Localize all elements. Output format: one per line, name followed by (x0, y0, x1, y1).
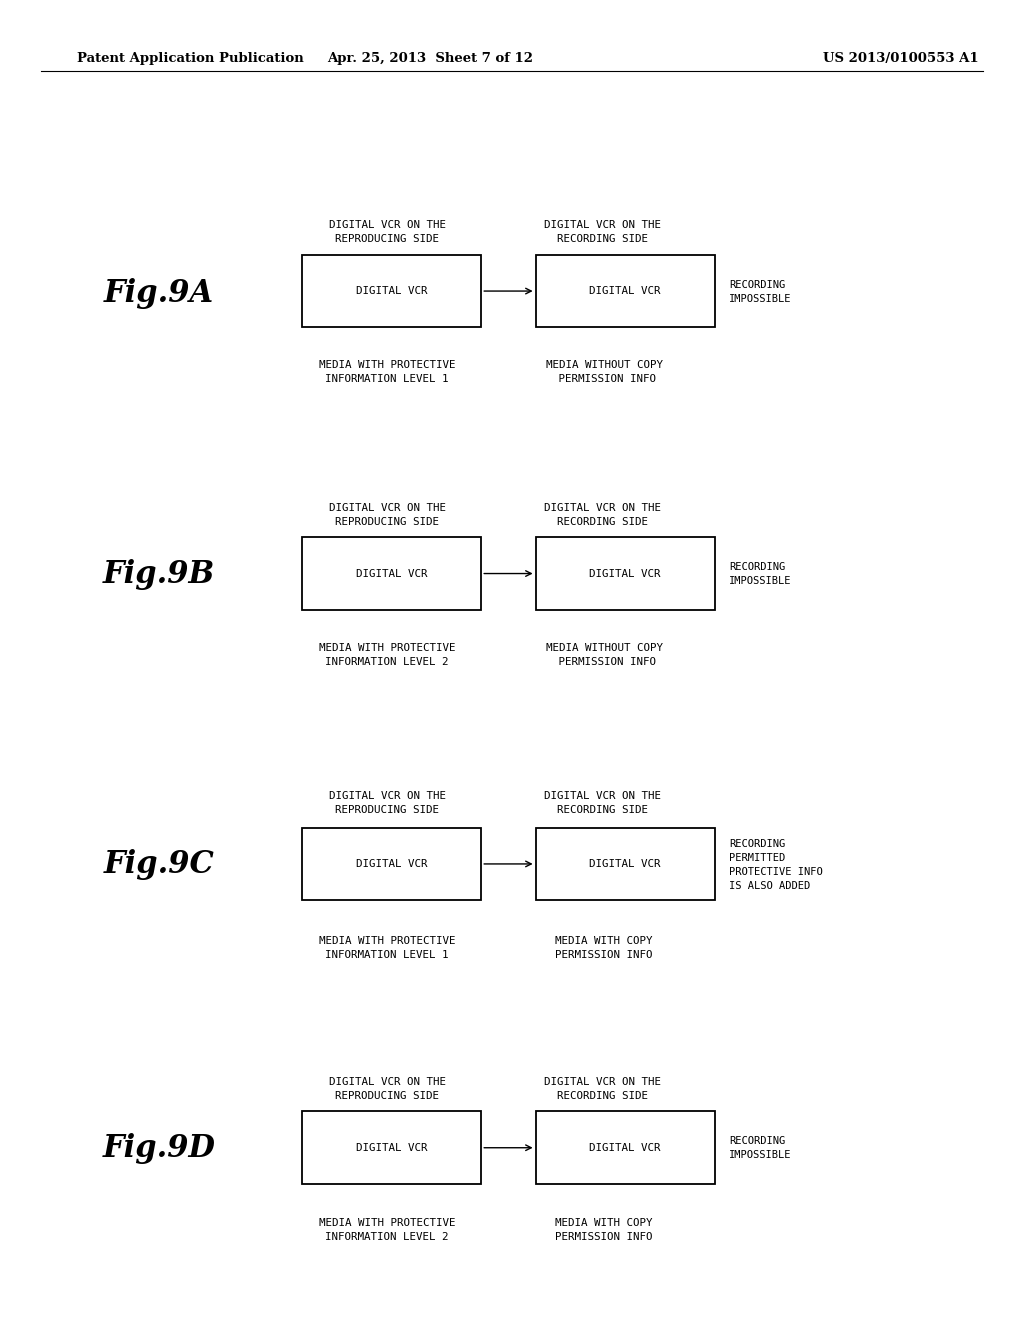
Text: DIGITAL VCR: DIGITAL VCR (356, 569, 427, 578)
Text: MEDIA WITHOUT COPY
 PERMISSION INFO: MEDIA WITHOUT COPY PERMISSION INFO (546, 360, 663, 384)
Text: DIGITAL VCR ON THE
RECORDING SIDE: DIGITAL VCR ON THE RECORDING SIDE (544, 1077, 660, 1101)
Bar (536, 1111, 715, 1184)
Text: MEDIA WITH COPY
PERMISSION INFO: MEDIA WITH COPY PERMISSION INFO (555, 936, 653, 960)
Text: DIGITAL VCR ON THE
REPRODUCING SIDE: DIGITAL VCR ON THE REPRODUCING SIDE (329, 503, 445, 527)
Text: MEDIA WITH PROTECTIVE
INFORMATION LEVEL 1: MEDIA WITH PROTECTIVE INFORMATION LEVEL … (318, 360, 456, 384)
Text: DIGITAL VCR ON THE
REPRODUCING SIDE: DIGITAL VCR ON THE REPRODUCING SIDE (329, 1077, 445, 1101)
Text: MEDIA WITH COPY
PERMISSION INFO: MEDIA WITH COPY PERMISSION INFO (555, 1218, 653, 1242)
Text: DIGITAL VCR: DIGITAL VCR (356, 286, 427, 296)
Bar (536, 828, 715, 900)
Text: DIGITAL VCR ON THE
RECORDING SIDE: DIGITAL VCR ON THE RECORDING SIDE (544, 503, 660, 527)
Text: US 2013/0100553 A1: US 2013/0100553 A1 (823, 51, 979, 65)
Text: DIGITAL VCR: DIGITAL VCR (590, 286, 660, 296)
Text: Apr. 25, 2013  Sheet 7 of 12: Apr. 25, 2013 Sheet 7 of 12 (327, 51, 534, 65)
Text: DIGITAL VCR: DIGITAL VCR (590, 1143, 660, 1152)
Text: Fig.9C: Fig.9C (103, 849, 214, 880)
Text: Patent Application Publication: Patent Application Publication (77, 51, 303, 65)
Bar (302, 828, 481, 900)
Text: DIGITAL VCR ON THE
RECORDING SIDE: DIGITAL VCR ON THE RECORDING SIDE (544, 220, 660, 244)
Text: Fig.9D: Fig.9D (102, 1133, 215, 1164)
Text: DIGITAL VCR: DIGITAL VCR (590, 569, 660, 578)
Bar (302, 537, 481, 610)
Bar (302, 1111, 481, 1184)
Text: DIGITAL VCR ON THE
REPRODUCING SIDE: DIGITAL VCR ON THE REPRODUCING SIDE (329, 220, 445, 244)
Text: DIGITAL VCR: DIGITAL VCR (356, 859, 427, 869)
Text: MEDIA WITH PROTECTIVE
INFORMATION LEVEL 1: MEDIA WITH PROTECTIVE INFORMATION LEVEL … (318, 936, 456, 960)
Bar (536, 537, 715, 610)
Text: MEDIA WITH PROTECTIVE
INFORMATION LEVEL 2: MEDIA WITH PROTECTIVE INFORMATION LEVEL … (318, 1218, 456, 1242)
Text: RECORDING
PERMITTED
PROTECTIVE INFO
IS ALSO ADDED: RECORDING PERMITTED PROTECTIVE INFO IS A… (729, 838, 823, 891)
Text: RECORDING
IMPOSSIBLE: RECORDING IMPOSSIBLE (729, 280, 792, 304)
Text: DIGITAL VCR ON THE
RECORDING SIDE: DIGITAL VCR ON THE RECORDING SIDE (544, 791, 660, 814)
Text: DIGITAL VCR: DIGITAL VCR (356, 1143, 427, 1152)
Text: RECORDING
IMPOSSIBLE: RECORDING IMPOSSIBLE (729, 562, 792, 586)
Bar (302, 255, 481, 327)
Text: DIGITAL VCR: DIGITAL VCR (590, 859, 660, 869)
Text: MEDIA WITHOUT COPY
 PERMISSION INFO: MEDIA WITHOUT COPY PERMISSION INFO (546, 643, 663, 667)
Text: MEDIA WITH PROTECTIVE
INFORMATION LEVEL 2: MEDIA WITH PROTECTIVE INFORMATION LEVEL … (318, 643, 456, 667)
Bar (536, 255, 715, 327)
Text: RECORDING
IMPOSSIBLE: RECORDING IMPOSSIBLE (729, 1137, 792, 1160)
Text: Fig.9A: Fig.9A (103, 277, 214, 309)
Text: DIGITAL VCR ON THE
REPRODUCING SIDE: DIGITAL VCR ON THE REPRODUCING SIDE (329, 791, 445, 814)
Text: Fig.9B: Fig.9B (102, 558, 215, 590)
